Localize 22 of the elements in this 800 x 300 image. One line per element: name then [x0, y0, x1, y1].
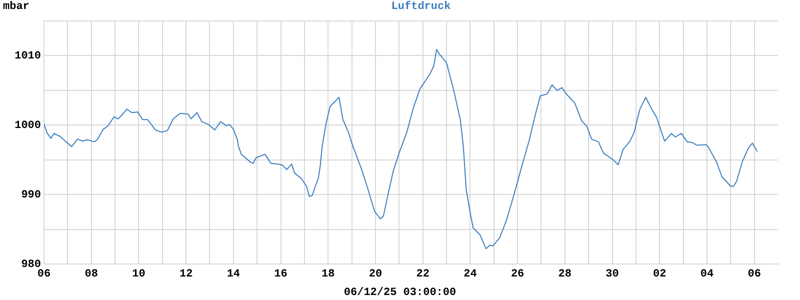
- chart-title: Luftdruck: [391, 0, 452, 13]
- x-tick-label: 22: [416, 268, 430, 280]
- x-axis-title: 06/12/25 03:00:00: [344, 286, 456, 299]
- x-tick-label: 12: [179, 268, 193, 280]
- x-tick-label: 26: [510, 268, 524, 280]
- x-tick-label: 28: [558, 268, 572, 280]
- x-tick-label: 02: [653, 268, 666, 280]
- x-tick-label: 18: [322, 268, 336, 280]
- x-tick-label: 06: [37, 268, 51, 280]
- x-tick-label: 16: [274, 268, 288, 280]
- x-tick-label: 10: [132, 268, 146, 280]
- x-tick-label: 24: [464, 268, 478, 280]
- y-tick-label: 1000: [14, 120, 41, 132]
- y-axis-title: mbar: [3, 0, 30, 13]
- y-tick-label: 1010: [14, 50, 41, 62]
- x-tick-label: 20: [368, 268, 382, 280]
- x-tick-label: 30: [606, 268, 619, 280]
- x-tick-label: 04: [700, 268, 714, 280]
- x-tick-label: 08: [84, 268, 98, 280]
- y-tick-label: 990: [21, 189, 41, 202]
- x-tick-label: 14: [226, 268, 240, 280]
- x-tick-label: 06: [748, 268, 761, 280]
